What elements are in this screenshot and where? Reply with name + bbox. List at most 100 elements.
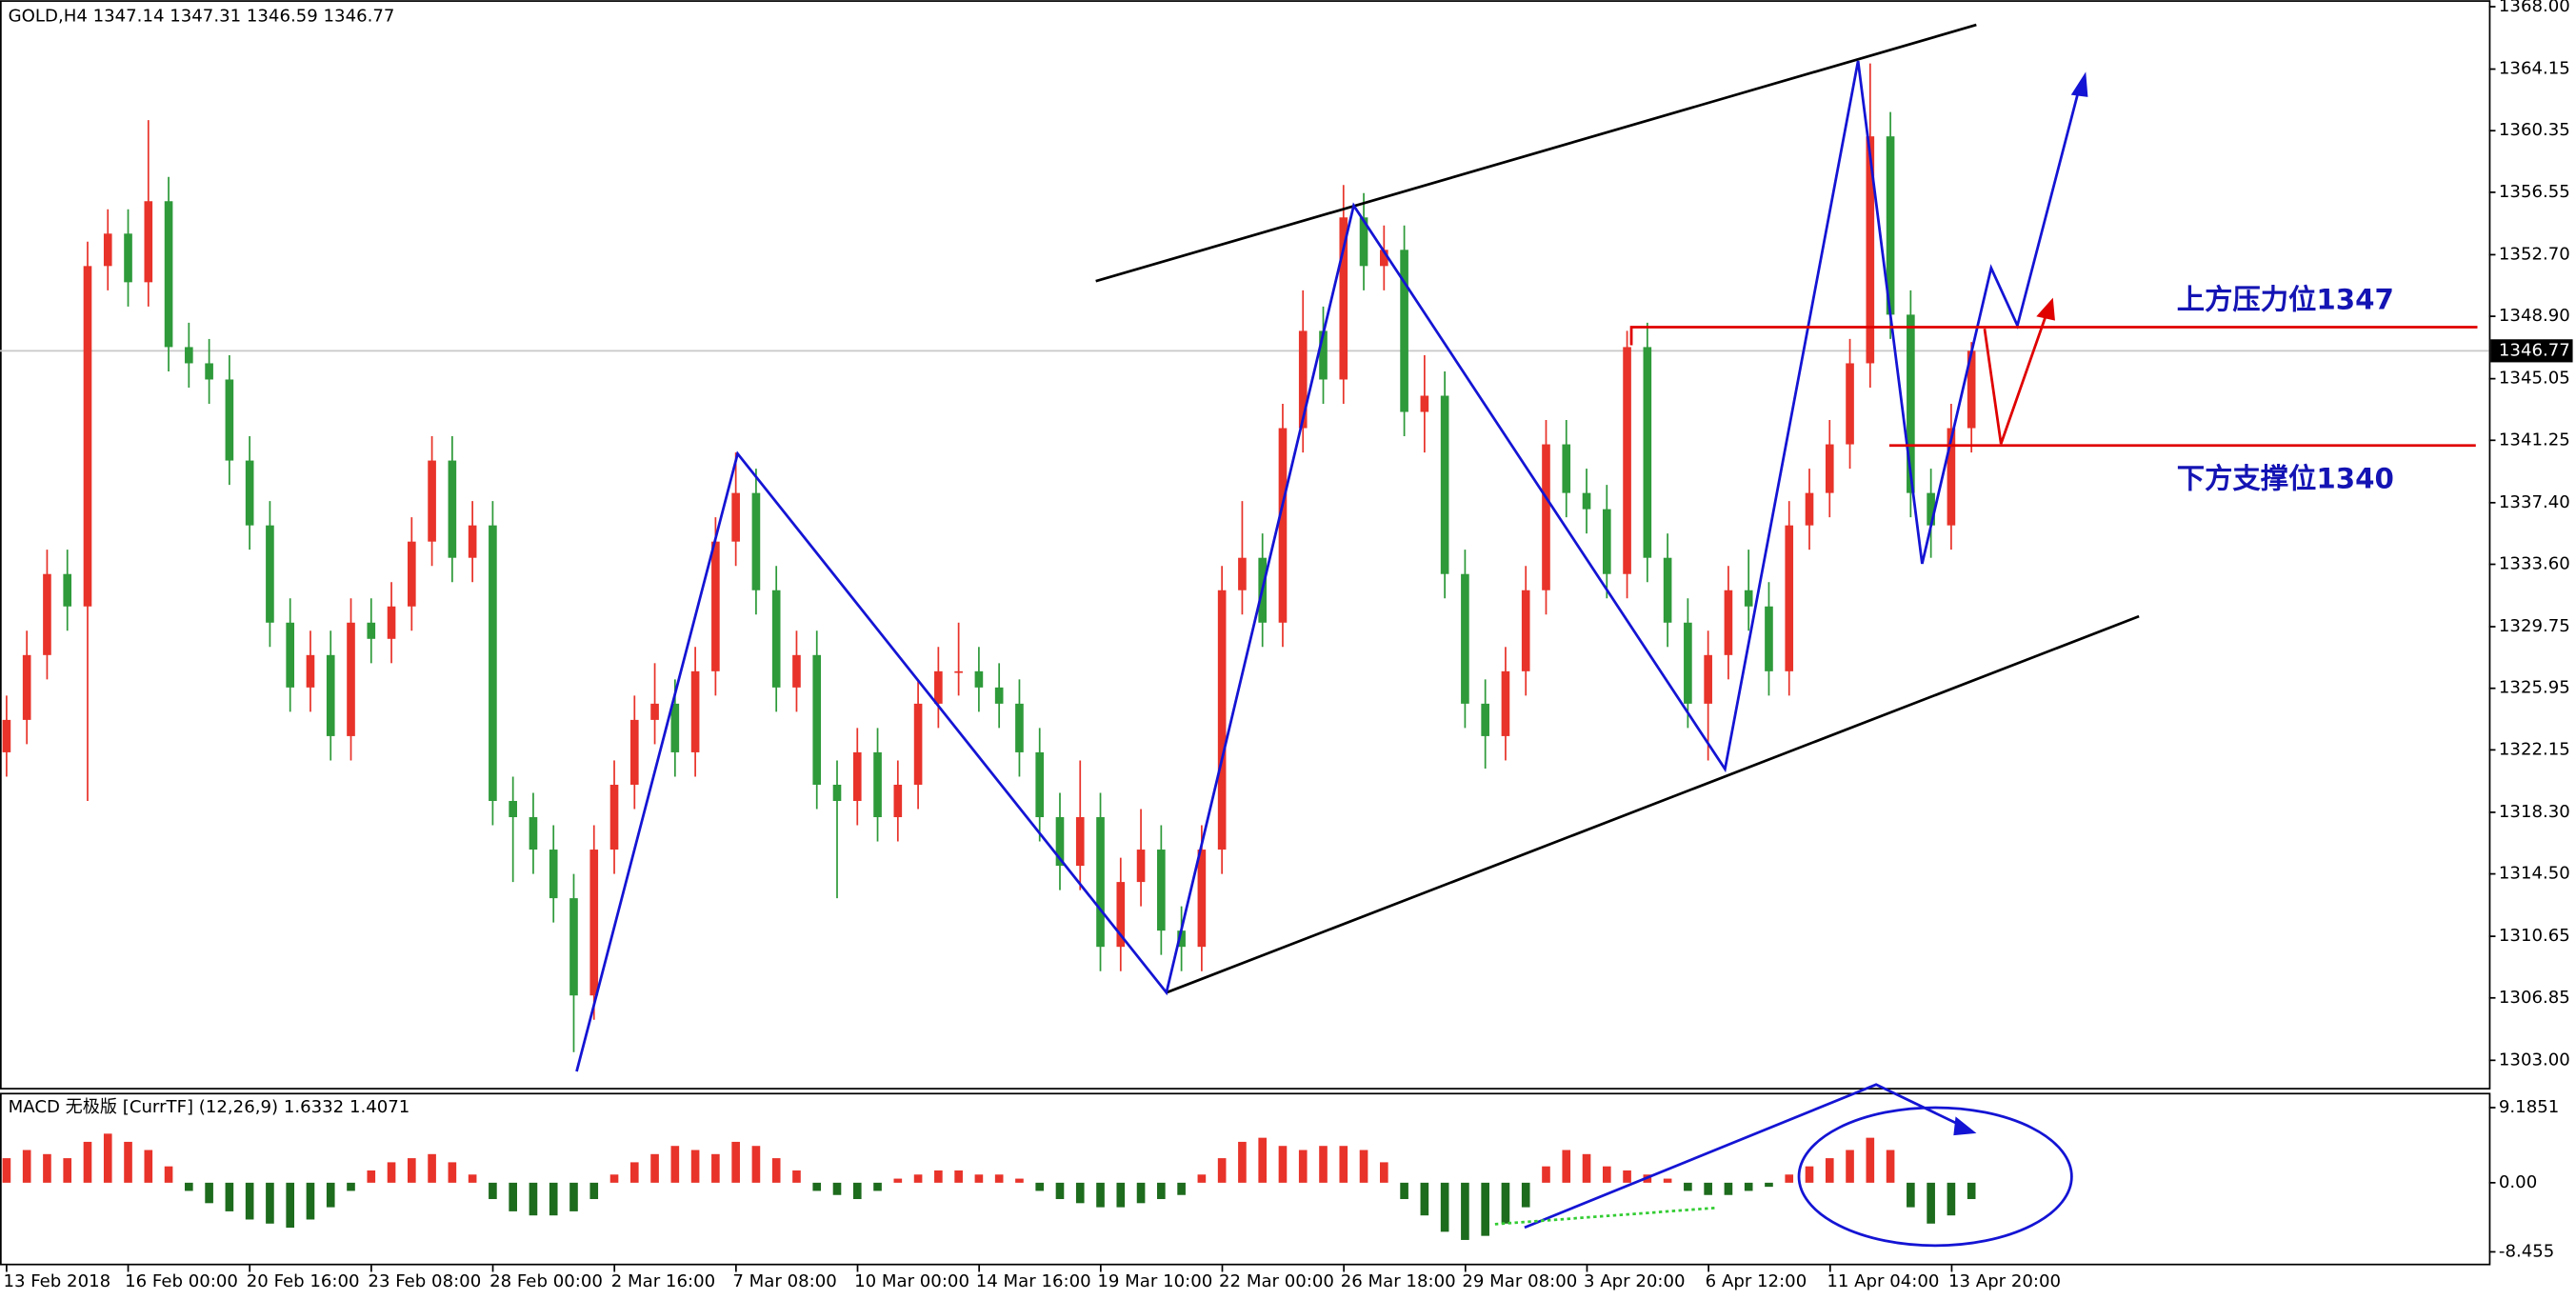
- macd-bar: [1846, 1150, 1854, 1183]
- candle-body: [994, 687, 1004, 704]
- macd-bar: [245, 1182, 254, 1220]
- candle-body: [1015, 703, 1024, 752]
- macd-bar: [63, 1158, 72, 1183]
- macd-bar: [448, 1162, 457, 1183]
- candle-body: [629, 719, 639, 785]
- macd-bar: [1258, 1137, 1268, 1183]
- x-tick-label: 13 Feb 2018: [3, 1271, 110, 1291]
- macd-bar: [347, 1182, 355, 1191]
- support-label: 下方支撑位1340: [2177, 462, 2394, 494]
- candle-body: [1967, 350, 1976, 429]
- candle-body: [144, 201, 153, 283]
- macd-bar: [22, 1150, 31, 1183]
- channel-top: [1095, 23, 1977, 283]
- candle-body: [509, 800, 517, 818]
- macd-bar: [1724, 1182, 1733, 1195]
- candle-body: [893, 784, 903, 818]
- macd-bar: [185, 1182, 193, 1191]
- candle-body: [326, 654, 335, 736]
- y-tick-label: 1348.90: [2499, 306, 2570, 326]
- macd-bar: [792, 1170, 801, 1183]
- macd-bar: [1075, 1182, 1085, 1204]
- candle-body: [731, 492, 740, 542]
- macd-bar: [893, 1178, 903, 1183]
- macd-bar: [1663, 1178, 1672, 1183]
- macd-bar: [326, 1182, 335, 1208]
- x-tick-label: 26 Mar 18:00: [1341, 1271, 1456, 1291]
- macd-bar: [690, 1150, 700, 1183]
- macd-bar: [1339, 1146, 1348, 1183]
- macd-bar: [144, 1150, 153, 1183]
- candle-body: [185, 347, 193, 364]
- candle-body: [1927, 492, 1935, 526]
- macd-bar: [205, 1182, 213, 1204]
- candle-body: [832, 784, 842, 801]
- candle-body: [1035, 751, 1045, 818]
- macd-bar: [367, 1170, 376, 1183]
- x-tick-label: 2 Mar 16:00: [611, 1271, 715, 1291]
- x-tick-label: 11 Apr 04:00: [1827, 1271, 1939, 1291]
- candle-body: [934, 670, 943, 704]
- y-tick-label: 9.1851: [2499, 1097, 2559, 1117]
- candle-body: [1907, 314, 1915, 493]
- macd-bar: [225, 1182, 234, 1211]
- macd-bar: [629, 1162, 639, 1183]
- candle-body: [124, 233, 132, 283]
- macd-bar: [1481, 1182, 1489, 1236]
- macd-bar: [650, 1153, 659, 1183]
- macd-bar: [1684, 1182, 1692, 1191]
- candle-body: [1846, 363, 1854, 445]
- macd-bar: [1420, 1182, 1429, 1216]
- candle-body: [589, 850, 599, 996]
- macd-bar: [509, 1182, 517, 1211]
- drawings: [575, 23, 2478, 1248]
- y-tick-label: 1364.15: [2499, 59, 2570, 79]
- candle-body: [711, 541, 720, 671]
- candle-body: [1461, 573, 1469, 704]
- x-tick-label: 10 Mar 00:00: [854, 1271, 969, 1291]
- candle-body: [1643, 347, 1652, 558]
- channel-bottom: [1166, 614, 2140, 994]
- candle-body: [529, 817, 538, 850]
- macd-bar: [1704, 1182, 1712, 1195]
- candle-body: [1805, 492, 1814, 526]
- candle-body: [1400, 250, 1408, 412]
- y-tick-label: 1337.40: [2499, 492, 2570, 512]
- macd-bar: [1136, 1182, 1146, 1204]
- candle-body: [408, 541, 416, 607]
- macd-bar: [873, 1182, 882, 1191]
- candle-body: [549, 850, 558, 899]
- macd-bar: [2, 1158, 11, 1183]
- macd-bar: [529, 1182, 538, 1216]
- macd-bar: [1015, 1178, 1024, 1183]
- y-tick-label: -8.455: [2499, 1241, 2554, 1261]
- last-price-label: 1346.77: [2499, 340, 2570, 360]
- arrow-head: [1953, 1116, 1977, 1136]
- candle-body: [1602, 509, 1611, 574]
- macd-bar: [408, 1158, 416, 1183]
- candle-body: [205, 363, 213, 380]
- resistance-label: 上方压力位1347: [2177, 283, 2394, 315]
- candle-body: [852, 751, 862, 801]
- macd-bar: [1927, 1182, 1935, 1224]
- macd-bar: [1765, 1182, 1773, 1188]
- candle-body: [1075, 817, 1085, 867]
- macd-bar: [1116, 1182, 1126, 1208]
- divergence-line: [1494, 1206, 1717, 1226]
- macd-bar: [1623, 1170, 1631, 1183]
- macd-bar: [1055, 1182, 1065, 1200]
- y-tick-label: 1356.55: [2499, 182, 2570, 202]
- candle-body: [792, 654, 801, 688]
- macd-bar: [1501, 1182, 1510, 1224]
- red-path: [1983, 311, 2048, 445]
- candle-body: [609, 784, 619, 850]
- candle-body: [650, 703, 659, 720]
- candle-body: [1440, 395, 1449, 574]
- arrow-head: [2036, 297, 2055, 321]
- macd-bar: [1562, 1150, 1571, 1183]
- candle-body: [225, 379, 234, 461]
- macd-bar: [428, 1153, 436, 1183]
- arrow-head: [2070, 71, 2088, 97]
- candle-body: [286, 622, 295, 688]
- candle-body: [1724, 590, 1733, 655]
